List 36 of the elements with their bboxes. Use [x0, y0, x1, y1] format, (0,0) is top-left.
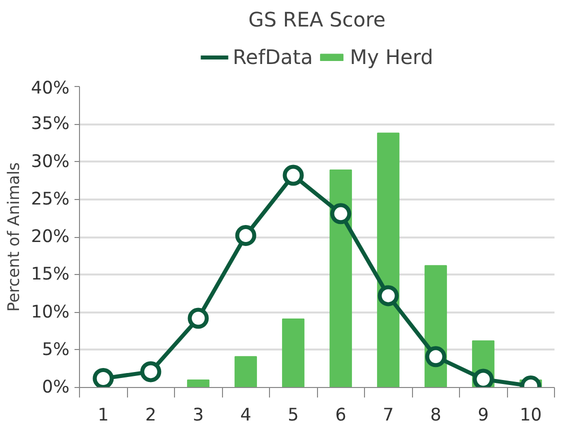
x-tick-label: 2 [145, 406, 156, 426]
point [425, 346, 446, 368]
bar [234, 356, 257, 388]
x-tick-label: 1 [98, 406, 109, 426]
y-tick-label: 10% [30, 302, 70, 322]
point [330, 203, 352, 224]
legend-label: My Herd [350, 45, 434, 69]
y-tick-label: 40% [30, 78, 70, 98]
point [378, 285, 399, 306]
y-tick-label: 35% [30, 114, 70, 134]
chart-title: GS REA Score [248, 8, 386, 32]
x-tick-label: 7 [382, 406, 394, 426]
bar [282, 318, 304, 388]
y-tick-label: 20% [30, 227, 70, 247]
x-tick-label: 6 [335, 406, 346, 426]
bar [377, 132, 400, 388]
y-tick-label: 25% [30, 189, 70, 210]
point [92, 368, 114, 388]
legend-label: RefData [232, 45, 313, 69]
point [282, 164, 304, 186]
y-tick-label: 5% [42, 340, 70, 360]
x-tick-label: 8 [430, 406, 442, 426]
point [235, 225, 256, 246]
x-tick-label: 4 [240, 406, 252, 426]
bar [330, 170, 352, 388]
x-tick-label: 3 [192, 406, 204, 426]
y-axis-title: Percent of Animals [4, 162, 23, 312]
x-tick-label: 5 [288, 406, 299, 426]
point [188, 308, 209, 329]
x-tick-label: 9 [478, 406, 489, 426]
y-tick-label: 15% [30, 264, 70, 285]
y-tick-label: 0% [42, 378, 70, 398]
x-tick-label: 10 [520, 406, 542, 426]
bar [187, 379, 210, 388]
y-tick-label: 30% [30, 152, 70, 172]
point [140, 361, 162, 382]
